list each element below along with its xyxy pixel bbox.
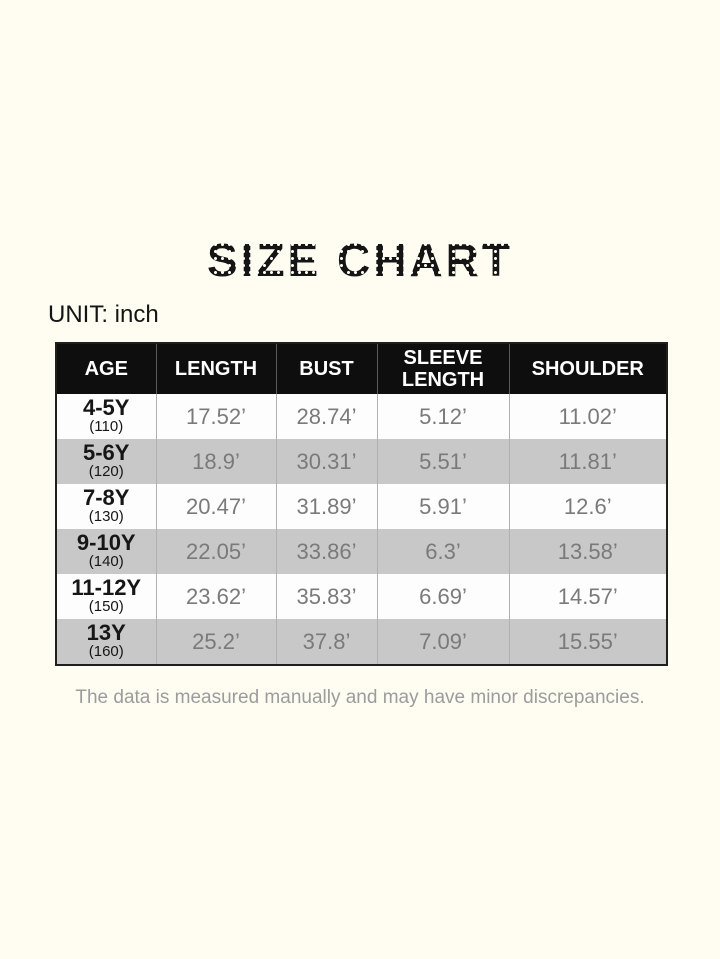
unit-label: UNIT: inch: [48, 301, 159, 328]
shoulder-cell: 12.6’: [508, 484, 667, 529]
size-table: AGE LENGTH BUST SLEEVE LENGTH SHOULDER 4…: [55, 342, 668, 666]
age-height-label: (120): [88, 463, 124, 481]
column-header-shoulder: SHOULDER: [508, 343, 667, 394]
age-cell: 9-10Y (140): [56, 529, 156, 574]
age-label: 5-6Y: [83, 440, 130, 466]
length-cell: 17.52’: [155, 394, 276, 439]
age-height-label: (130): [88, 508, 124, 526]
age-cell: 5-6Y (120): [56, 439, 156, 484]
table-row: 4-5Y (110) 17.52’ 28.74’ 5.12’ 11.02’: [56, 394, 667, 439]
age-label: 4-5Y: [83, 395, 130, 421]
shoulder-cell: 13.58’: [508, 529, 667, 574]
age-label: 7-8Y: [83, 485, 130, 511]
age-height-label: (140): [88, 553, 124, 571]
table-row: 9-10Y (140) 22.05’ 33.86’ 6.3’ 13.58’: [56, 529, 667, 574]
bust-cell: 31.89’: [275, 484, 377, 529]
sleeve-length-cell: 7.09’: [376, 619, 509, 665]
length-cell: 20.47’: [155, 484, 276, 529]
bust-cell: 35.83’: [275, 574, 377, 619]
table-row: 11-12Y (150) 23.62’ 35.83’ 6.69’ 14.57’: [56, 574, 667, 619]
table-row: 5-6Y (120) 18.9’ 30.31’ 5.51’ 11.81’: [56, 439, 667, 484]
bust-cell: 37.8’: [275, 619, 377, 665]
sleeve-length-cell: 5.51’: [376, 439, 509, 484]
column-header-bust: BUST: [275, 343, 377, 394]
table-row: 13Y (160) 25.2’ 37.8’ 7.09’ 15.55’: [56, 619, 667, 665]
age-label: 11-12Y: [71, 575, 142, 601]
sleeve-length-cell: 5.12’: [376, 394, 509, 439]
age-cell: 4-5Y (110): [56, 394, 156, 439]
age-cell: 11-12Y (150): [56, 574, 156, 619]
bust-cell: 33.86’: [275, 529, 377, 574]
length-cell: 23.62’: [155, 574, 276, 619]
shoulder-cell: 14.57’: [508, 574, 667, 619]
age-cell: 7-8Y (130): [56, 484, 156, 529]
age-height-label: (110): [89, 418, 124, 436]
column-header-length: LENGTH: [155, 343, 276, 394]
size-table-header: AGE LENGTH BUST SLEEVE LENGTH SHOULDER: [56, 343, 667, 394]
age-label: 9-10Y: [76, 530, 136, 556]
sleeve-length-cell: 6.69’: [376, 574, 509, 619]
shoulder-cell: 11.81’: [508, 439, 667, 484]
bust-cell: 30.31’: [275, 439, 377, 484]
age-cell: 13Y (160): [56, 619, 156, 665]
shoulder-cell: 15.55’: [508, 619, 667, 665]
header-row: AGE LENGTH BUST SLEEVE LENGTH SHOULDER: [56, 343, 667, 394]
age-height-label: (160): [88, 643, 124, 661]
footnote: The data is measured manually and may ha…: [75, 687, 645, 708]
length-cell: 22.05’: [155, 529, 276, 574]
age-height-label: (150): [88, 598, 124, 616]
column-header-sleeve-length: SLEEVE LENGTH: [376, 343, 509, 394]
length-cell: 18.9’: [155, 439, 276, 484]
bust-cell: 28.74’: [275, 394, 377, 439]
length-cell: 25.2’: [155, 619, 276, 665]
sleeve-length-cell: 5.91’: [376, 484, 509, 529]
page-title: SIZE CHART: [0, 0, 720, 283]
column-header-age: AGE: [56, 343, 156, 394]
age-label: 13Y: [86, 620, 126, 646]
size-table-body: 4-5Y (110) 17.52’ 28.74’ 5.12’ 11.02’ 5-…: [56, 394, 667, 665]
table-row: 7-8Y (130) 20.47’ 31.89’ 5.91’ 12.6’: [56, 484, 667, 529]
sleeve-length-cell: 6.3’: [376, 529, 509, 574]
shoulder-cell: 11.02’: [508, 394, 667, 439]
